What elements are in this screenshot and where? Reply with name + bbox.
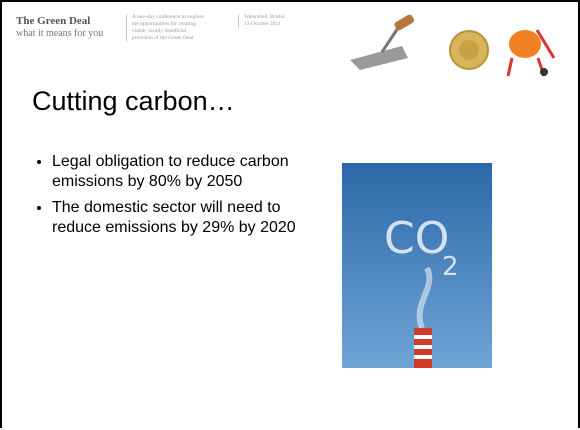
bullet: Legal obligation to reduce carbon emissi… — [52, 152, 302, 192]
header-images — [332, 8, 572, 78]
co2-photo: CO 2 — [342, 163, 492, 368]
smoke-text: CO — [384, 213, 449, 264]
chimney-stripe — [414, 345, 432, 349]
mixer-leg — [508, 58, 512, 76]
chimney-stripe — [414, 355, 432, 359]
straw-center — [459, 40, 479, 60]
trowel-blade — [350, 46, 408, 70]
header-title: The Green Deal — [16, 15, 90, 27]
header-description: A one-day conference to explore the oppo… — [126, 14, 204, 42]
page: The Green Deal what it means for you A o… — [0, 0, 580, 430]
bullet-list: Legal obligation to reduce carbon emissi… — [32, 152, 302, 244]
line: A one-day conference to explore — [132, 14, 204, 21]
mixer-drum — [509, 30, 541, 58]
line: Watershed, Bristol — [244, 14, 285, 21]
line: viable, locally beneficial — [132, 28, 204, 35]
header-event: Watershed, Bristol 13 October 2011 — [238, 14, 285, 28]
line: 13 October 2011 — [244, 21, 285, 28]
smoke-subscript: 2 — [442, 252, 459, 282]
slide: The Green Deal what it means for you A o… — [0, 0, 580, 428]
slide-title: Cutting carbon… — [32, 86, 235, 117]
chimney-stripe — [414, 335, 432, 339]
bullet: The domestic sector will need to reduce … — [52, 198, 302, 238]
mixer-wheel — [540, 68, 548, 76]
line: provision of the Green Deal — [132, 35, 204, 42]
line: the opportunities for creating — [132, 21, 204, 28]
header-subtitle: what it means for you — [16, 28, 103, 39]
trowel-handle — [393, 14, 415, 32]
